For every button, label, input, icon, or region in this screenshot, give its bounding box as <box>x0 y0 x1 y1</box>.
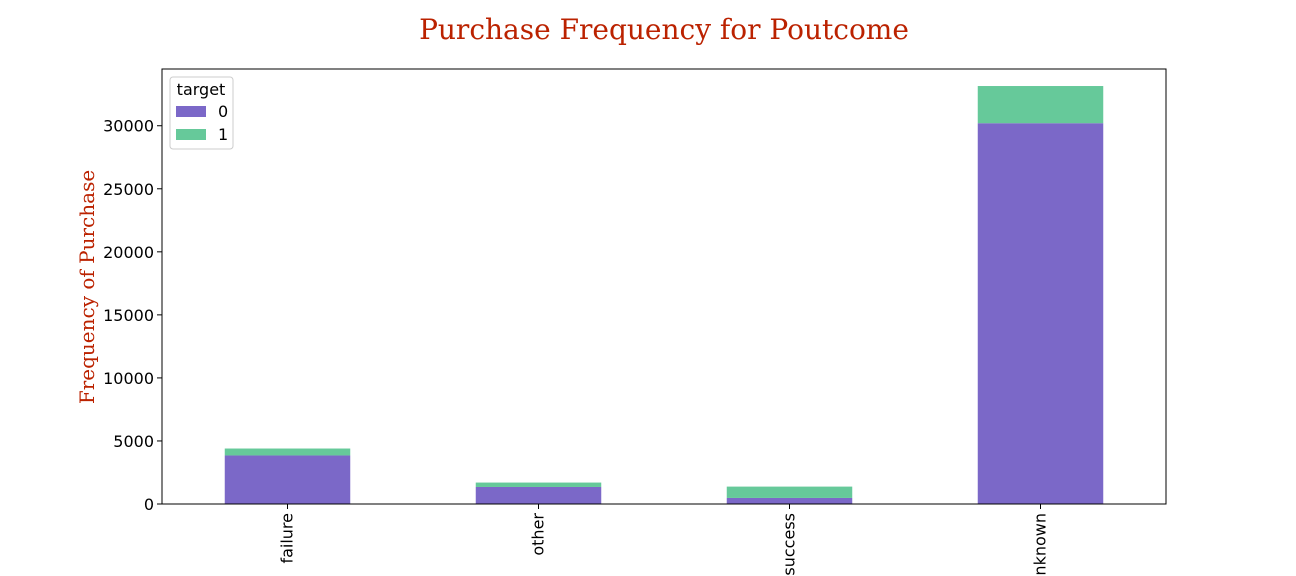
legend-title: target <box>177 80 226 99</box>
bar-success-series-0 <box>726 497 853 504</box>
bar-success-series-1 <box>726 486 853 498</box>
bar-unknown-series-1 <box>977 86 1104 124</box>
chart-title: Purchase Frequency for Poutcome <box>419 13 909 46</box>
y-tick-label-25000: 25000 <box>103 180 154 199</box>
plot-frame <box>161 68 1167 505</box>
x-tick-label-failure: failure <box>278 513 297 564</box>
y-axis-label: Frequency of Purchase <box>75 170 99 404</box>
bar-other-series-1 <box>475 482 602 487</box>
y-tick-label-10000: 10000 <box>103 369 154 388</box>
y-tick-label-15000: 15000 <box>103 306 154 325</box>
y-tick-label-30000: 30000 <box>103 117 154 136</box>
y-tick-label-20000: 20000 <box>103 243 154 262</box>
x-tick-label-success: success <box>780 513 799 576</box>
x-tick-label-other: other <box>529 513 548 556</box>
bar-failure-series-1 <box>224 448 351 456</box>
x-tick-label-unknown: unknown <box>1031 513 1050 576</box>
bar-other-series-0 <box>475 486 602 504</box>
y-tick-label-5000: 5000 <box>113 432 154 451</box>
legend-swatch-0 <box>176 106 206 117</box>
plot-area: failure other success unknown 0 5000 10000 1500… <box>103 68 1167 576</box>
legend-label-0: 0 <box>218 102 228 121</box>
legend-swatch-1 <box>176 129 206 140</box>
legend-label-1: 1 <box>218 125 228 144</box>
y-tick-label-0: 0 <box>144 495 154 514</box>
bar-unknown-series-0 <box>977 123 1104 504</box>
bar-failure-series-0 <box>224 455 351 504</box>
legend: target 0 1 <box>169 76 234 150</box>
